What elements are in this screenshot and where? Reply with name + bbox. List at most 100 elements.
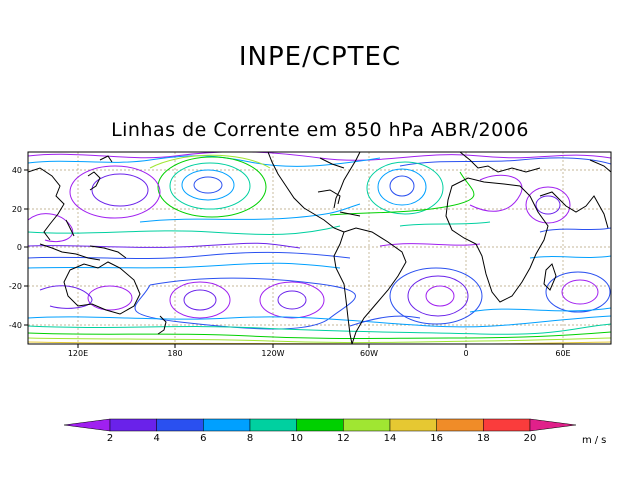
coastline	[65, 219, 75, 237]
streamline	[149, 154, 271, 169]
lat-tick-label: 0	[17, 243, 22, 252]
streamline	[329, 171, 475, 216]
coastline	[459, 152, 541, 173]
coastline	[445, 177, 549, 303]
streamline	[181, 169, 235, 201]
streamline	[91, 173, 149, 207]
streamline	[28, 337, 611, 344]
streamline	[28, 213, 73, 243]
colorbar-segment	[109, 418, 157, 432]
lat-tick-label: -20	[9, 282, 22, 291]
coastline	[343, 227, 407, 344]
streamline	[193, 176, 223, 194]
streamline	[389, 175, 415, 197]
map-background	[28, 152, 611, 344]
streamline	[39, 285, 93, 309]
streamline	[389, 267, 483, 325]
streamline	[349, 315, 421, 327]
map-frame	[27, 151, 612, 345]
streamline	[539, 227, 611, 233]
streamline	[169, 162, 251, 210]
map-title: Linhas de Corrente em 850 hPa ABR/2006	[111, 119, 529, 141]
coastline	[589, 159, 611, 173]
streamline	[535, 195, 561, 215]
coastline	[157, 315, 167, 335]
streamline	[87, 285, 133, 311]
streamline	[69, 165, 161, 219]
coastline	[339, 211, 361, 217]
lon-tick-label: 60W	[360, 349, 378, 358]
streamline	[28, 242, 301, 249]
streamlines	[28, 152, 611, 344]
streamline	[259, 281, 325, 319]
page-title: INPE/CPTEC	[238, 42, 402, 72]
streamline	[169, 281, 231, 319]
coastline	[63, 261, 141, 315]
colorbar-label: 14	[384, 433, 397, 444]
streamline	[425, 285, 455, 307]
streamline	[366, 161, 444, 215]
coastline	[87, 171, 101, 191]
streamline	[28, 152, 611, 161]
colorbar-segment	[343, 418, 391, 432]
colorbar-label: 2	[107, 433, 113, 444]
colorbar-segment	[203, 418, 251, 432]
lat-tick-label: -40	[9, 321, 22, 330]
lat-axis: 40 20 0 -20 -40	[9, 166, 28, 330]
streamline	[28, 251, 351, 260]
streamline	[545, 271, 611, 313]
coastline	[89, 245, 127, 259]
coastline	[539, 191, 609, 229]
streamline	[399, 157, 611, 167]
colorbar-segment	[296, 418, 344, 432]
colorbar: 2 4 6 8 10 12 14 16 18 20 m/s	[63, 418, 609, 446]
colorbar-segment	[483, 418, 531, 432]
streamline	[139, 203, 361, 223]
colorbar-left-arrow	[63, 418, 111, 432]
lon-tick-label: 120W	[261, 349, 284, 358]
streamline	[183, 289, 217, 311]
lon-tick-label: 0	[463, 349, 468, 358]
colorbar-segment	[249, 418, 297, 432]
lon-axis: 120E 180 120W 60W 0 60E	[68, 344, 571, 358]
coastline	[333, 231, 353, 344]
map-plot-area	[28, 152, 611, 344]
colorbar-unit: m/s	[582, 435, 609, 446]
lon-tick-label: 120E	[68, 349, 88, 358]
streamline	[377, 168, 427, 206]
coastline	[319, 157, 345, 169]
colorbar-label: 12	[337, 433, 350, 444]
streamline	[399, 221, 491, 227]
colorbar-segment	[436, 418, 484, 432]
streamline	[525, 186, 571, 224]
lat-tick-label: 40	[12, 166, 22, 175]
colorbar-segment	[389, 418, 437, 432]
streamline	[157, 156, 267, 218]
streamline	[28, 315, 611, 328]
colorbar-label: 16	[430, 433, 443, 444]
colorbar-label: 20	[524, 433, 537, 444]
coastline	[99, 155, 113, 163]
lon-tick-label: 180	[167, 349, 182, 358]
colorbar-right-arrow	[529, 418, 577, 432]
coastline	[317, 189, 341, 205]
streamline	[28, 262, 341, 269]
streamline	[469, 307, 611, 313]
colorbar-label: 8	[247, 433, 253, 444]
colorbar-segment	[156, 418, 204, 432]
streamline	[277, 290, 307, 310]
coastline	[39, 243, 101, 261]
colorbar-label: 10	[290, 433, 303, 444]
streamline	[28, 225, 341, 235]
coastline	[267, 152, 345, 233]
streamline	[469, 174, 523, 212]
streamline	[28, 323, 611, 335]
coastline	[543, 263, 557, 291]
colorbar-label: 18	[477, 433, 490, 444]
lat-tick-label: 20	[12, 205, 22, 214]
coastline	[333, 152, 361, 209]
coastlines	[28, 152, 611, 344]
streamline	[529, 255, 611, 259]
lon-tick-label: 60E	[555, 349, 570, 358]
